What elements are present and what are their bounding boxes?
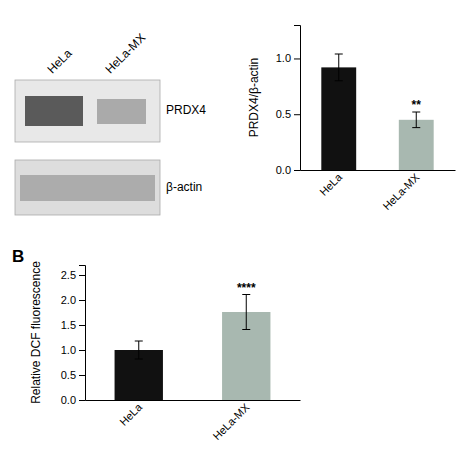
bar bbox=[321, 67, 356, 170]
plot-area bbox=[115, 295, 271, 401]
error-cap bbox=[335, 80, 343, 81]
y-tick: 0.5 bbox=[276, 108, 300, 120]
y-tick: 1.0 bbox=[61, 344, 85, 356]
error-bar bbox=[246, 295, 247, 330]
tick-mark bbox=[79, 375, 85, 376]
bar-chart: **** 0.0 0.5 1.0 1.5 2.0 2.5 HeLa HeLa-MX Relativ… bbox=[12, 247, 301, 442]
tick-mark bbox=[79, 275, 85, 276]
tick-mark bbox=[79, 325, 85, 326]
y-axis-title: PRDX4/β-actin bbox=[247, 58, 261, 138]
error-cap bbox=[135, 341, 143, 342]
blot-label: PRDX4 bbox=[166, 103, 206, 117]
axis-domain bbox=[294, 26, 301, 171]
x-tick: HeLa bbox=[117, 400, 145, 428]
blot-band bbox=[25, 96, 83, 126]
y-axis: 0.0 0.5 1.0 bbox=[276, 26, 301, 177]
tick-label: 0.0 bbox=[276, 164, 291, 176]
y-tick: 0.0 bbox=[276, 164, 300, 176]
tick-label: 1.5 bbox=[61, 319, 76, 331]
y-axis-title: Relative DCF fluorescence bbox=[29, 261, 43, 404]
bar bbox=[399, 120, 434, 170]
axis-domain bbox=[301, 170, 456, 171]
plot-area bbox=[321, 54, 433, 170]
tick-label: 2.5 bbox=[61, 269, 76, 281]
y-tick: 2.0 bbox=[61, 294, 85, 306]
tick-label: 1.0 bbox=[61, 344, 76, 356]
tick-label: 0.0 bbox=[61, 394, 76, 406]
y-axis: 0.0 0.5 1.0 1.5 2.0 2.5 bbox=[61, 266, 86, 407]
x-tick: HeLa-MX bbox=[380, 170, 422, 212]
x-axis: HeLa HeLa-MX bbox=[301, 170, 456, 212]
blot-label: HeLa bbox=[44, 46, 74, 76]
figure: PRDX4β-actinHeLaHeLa-MX**0.00.51.0HeLaHe… bbox=[0, 0, 474, 474]
panel-label: B bbox=[12, 247, 24, 266]
error-cap bbox=[412, 127, 420, 128]
y-tick: 1.0 bbox=[276, 52, 300, 64]
tick-label: HeLa bbox=[317, 170, 345, 198]
blot-box bbox=[15, 80, 160, 142]
tick-mark bbox=[294, 170, 300, 171]
blot-label: HeLa-MX bbox=[102, 31, 148, 77]
tick-label: HeLa-MX bbox=[380, 170, 422, 212]
tick-label: HeLa bbox=[117, 400, 145, 428]
tick-mark bbox=[79, 350, 85, 351]
tick-label: 2.0 bbox=[61, 294, 76, 306]
x-axis: HeLa HeLa-MX bbox=[86, 400, 301, 442]
significance: ** bbox=[412, 98, 422, 112]
blot-band bbox=[20, 175, 155, 201]
tick-label: HeLa-MX bbox=[210, 400, 252, 442]
tick-label: 0.5 bbox=[276, 108, 291, 120]
tick-mark bbox=[294, 58, 300, 59]
error-cap bbox=[242, 329, 250, 330]
tick-mark bbox=[79, 400, 85, 401]
y-tick: 1.5 bbox=[61, 319, 85, 331]
tick-mark bbox=[79, 300, 85, 301]
x-tick: HeLa bbox=[317, 170, 345, 198]
blot-band bbox=[97, 99, 146, 124]
tick-label: 0.5 bbox=[61, 369, 76, 381]
error-cap bbox=[335, 54, 343, 55]
y-tick: 0.5 bbox=[61, 369, 85, 381]
error-cap bbox=[135, 359, 143, 360]
error-bar bbox=[416, 112, 417, 128]
x-tick: HeLa-MX bbox=[210, 400, 252, 442]
blot-box bbox=[15, 160, 160, 215]
western-blot: PRDX4 β-actin HeLa HeLa-MX bbox=[15, 31, 206, 215]
tick-label: 1.0 bbox=[276, 52, 291, 64]
error-bar bbox=[138, 341, 139, 359]
tick-mark bbox=[294, 114, 300, 115]
error-bar bbox=[338, 54, 339, 81]
significance: **** bbox=[237, 281, 256, 295]
blot-label: β-actin bbox=[166, 180, 202, 194]
axis-domain bbox=[79, 266, 86, 401]
y-tick: 0.0 bbox=[61, 394, 85, 406]
bar-chart: ** 0.0 0.5 1.0 HeLa HeLa-MX PRDX4/β-actin bbox=[247, 26, 456, 213]
axis-domain bbox=[86, 400, 301, 401]
y-tick: 2.5 bbox=[61, 269, 85, 281]
